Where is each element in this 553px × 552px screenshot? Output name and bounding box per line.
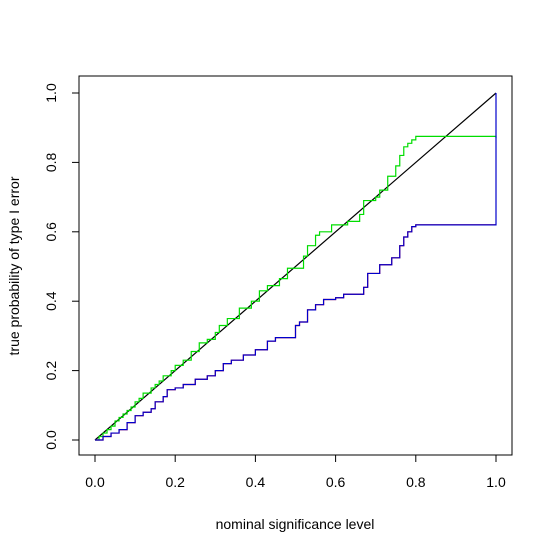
y-axis-label: true probability of type I error	[6, 176, 22, 355]
series-line-0	[94, 92, 497, 441]
series-line-3	[95, 93, 497, 441]
x-tick-label: 0.4	[246, 474, 266, 490]
y-tick-label: 0.4	[43, 291, 59, 311]
y-tick-label: 0.8	[43, 152, 59, 172]
y-tick-label: 0.6	[43, 222, 59, 242]
x-axis-label: nominal significance level	[216, 516, 375, 532]
x-tick-label: 1.0	[486, 474, 506, 490]
series-line-1	[95, 135, 497, 441]
x-tick-label: 0.2	[165, 474, 185, 490]
y-tick-label: 0.2	[43, 361, 59, 381]
x-tick-label: 0.6	[326, 474, 346, 490]
x-tick-label: 0.8	[406, 474, 426, 490]
x-axis: 0.0 0.2 0.4 0.6 0.8 1.0	[85, 454, 506, 490]
y-axis: 0.0 0.2 0.4 0.6 0.8 1.0	[43, 83, 80, 450]
x-tick-label: 0.0	[85, 474, 105, 490]
series-layer	[94, 92, 497, 441]
y-tick-label: 1.0	[43, 83, 59, 103]
y-tick-label: 0.0	[43, 430, 59, 450]
